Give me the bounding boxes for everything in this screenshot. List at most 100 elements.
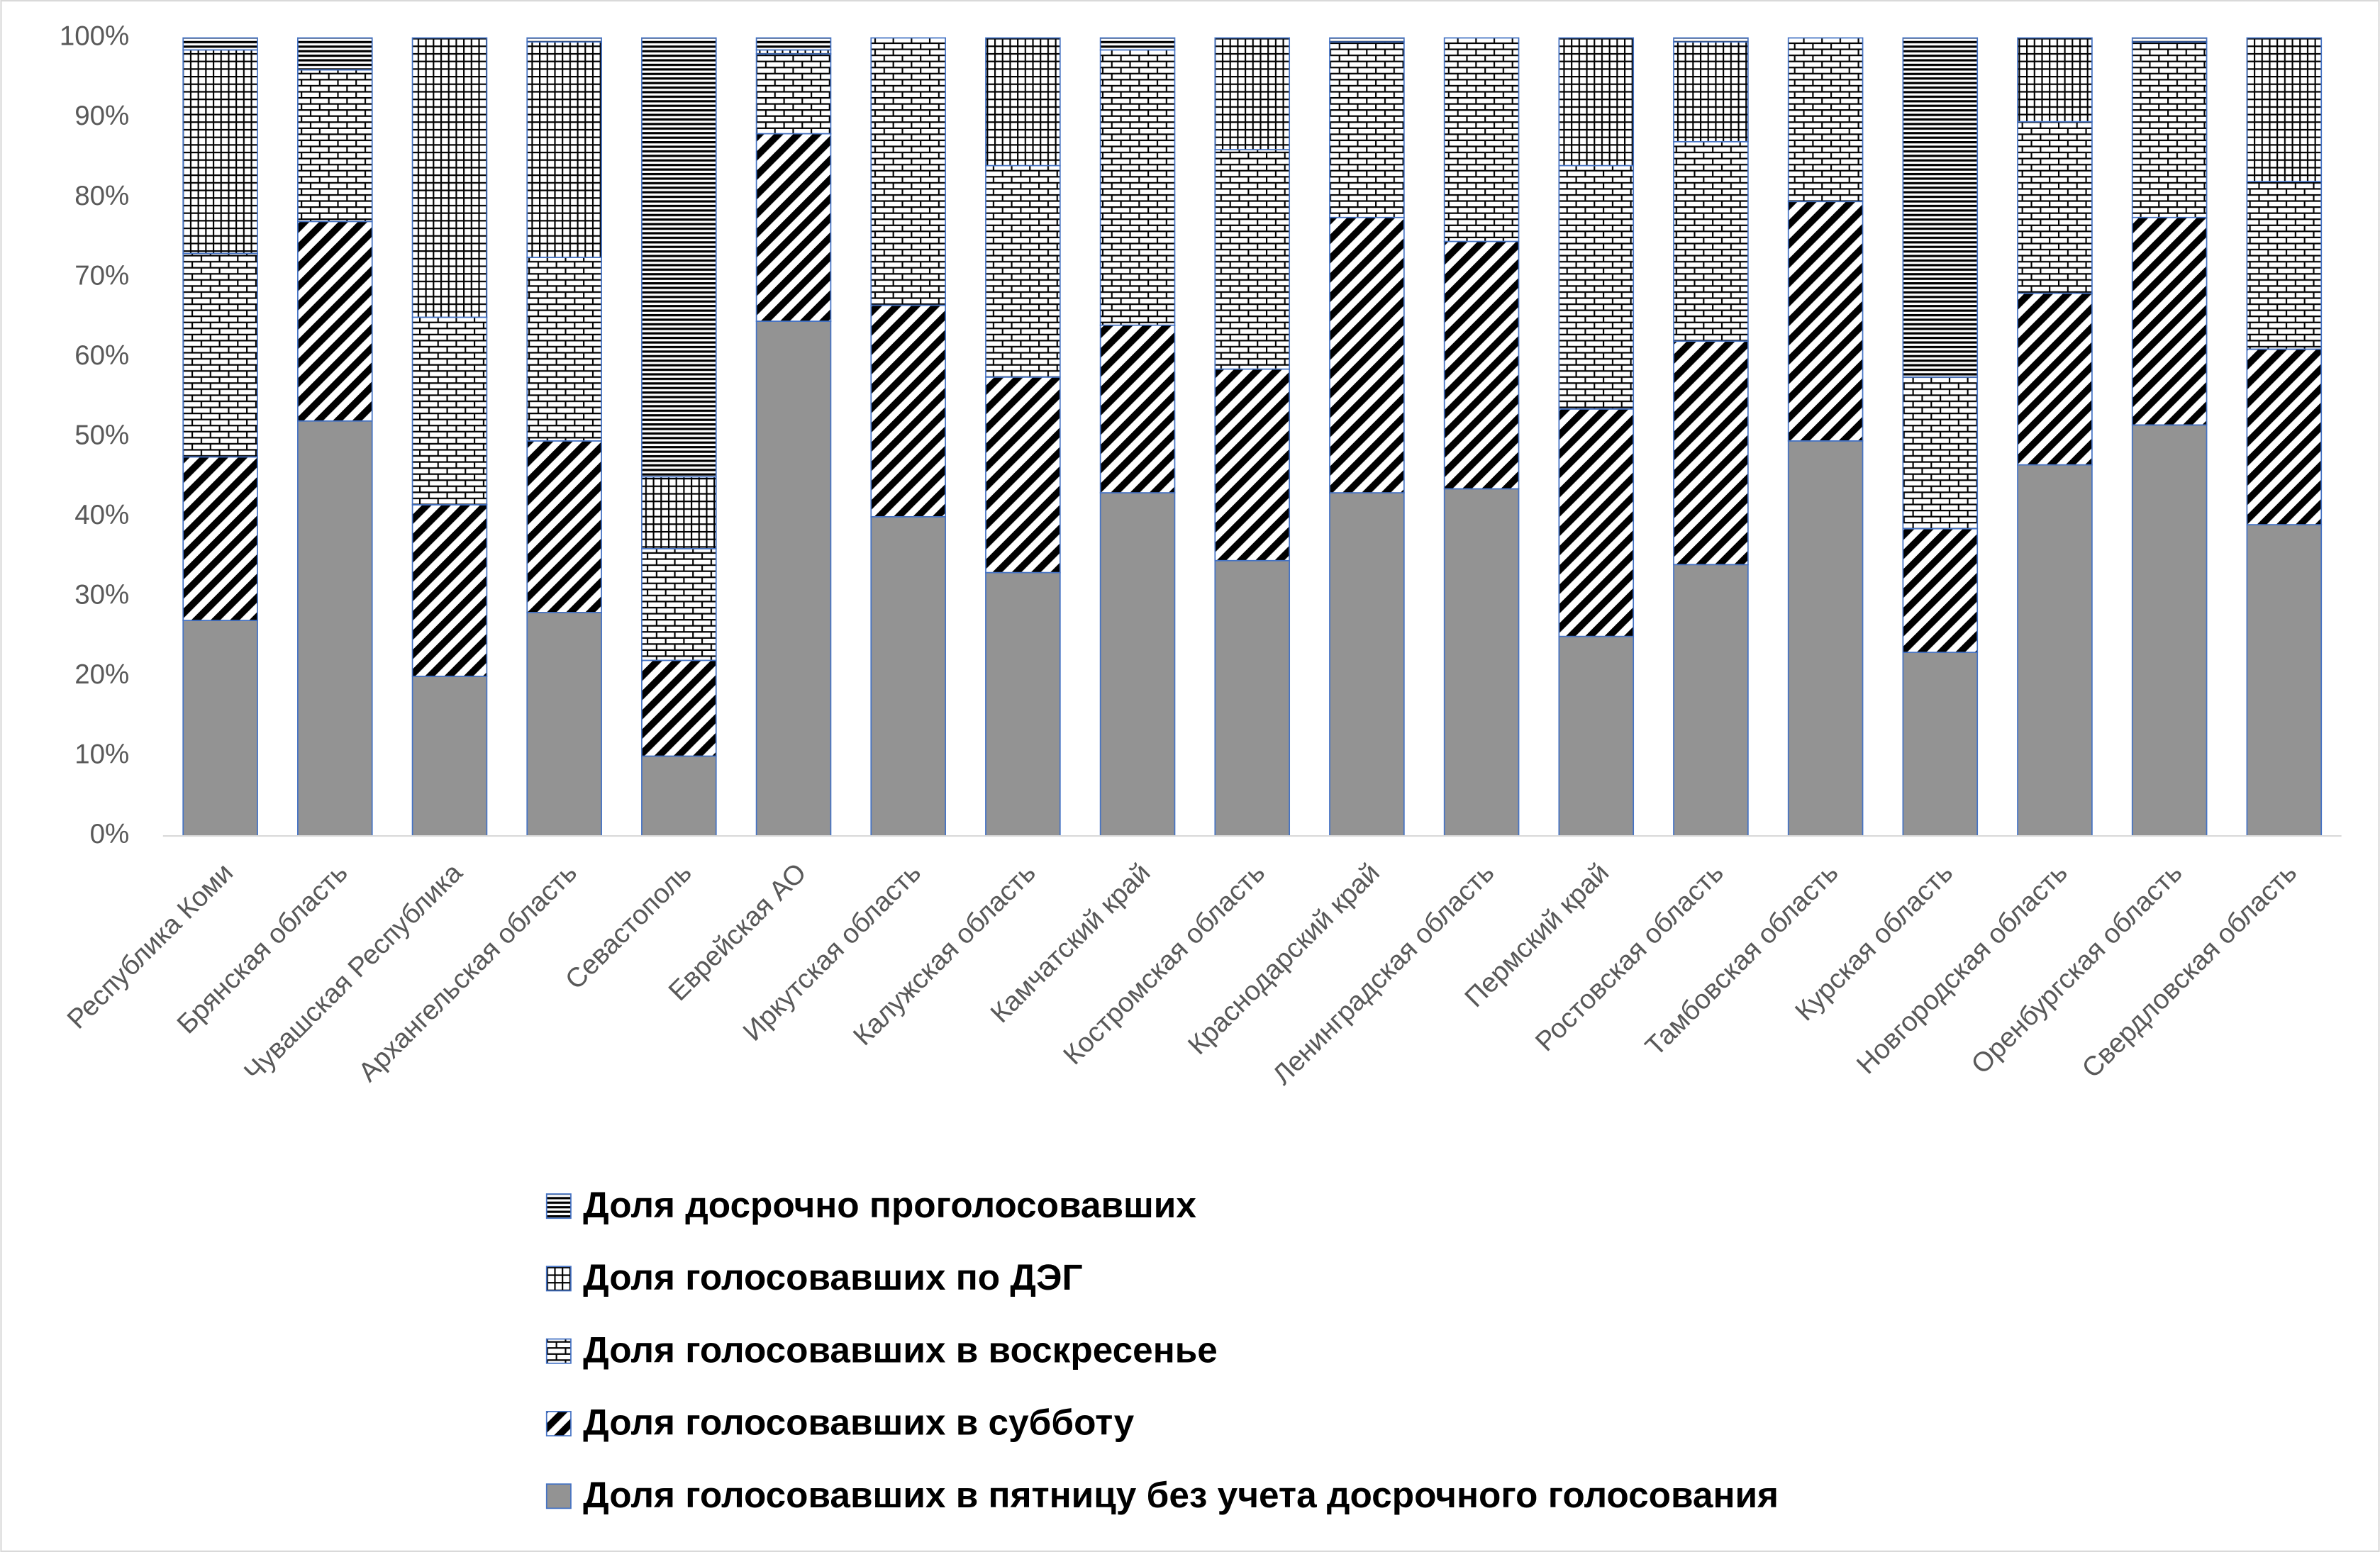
legend-swatch: [545, 1193, 572, 1219]
bar-segment: [2131, 216, 2208, 426]
y-tick-label: 60%: [74, 340, 129, 371]
y-tick-label: 70%: [74, 260, 129, 291]
bar-segment: [2017, 37, 2093, 123]
y-tick-label: 30%: [74, 580, 129, 610]
legend-swatch: [545, 1338, 572, 1364]
bar-segment: [526, 41, 602, 258]
bar-segment: [1443, 488, 1520, 837]
bar-segment: [1673, 41, 1749, 143]
y-tick-label: 20%: [74, 659, 129, 690]
bar-segment: [182, 456, 258, 621]
bar-segment: [641, 37, 717, 478]
y-tick-label: 10%: [74, 739, 129, 770]
bar-segment: [297, 69, 373, 223]
bar-segment: [1099, 49, 1176, 326]
bar-segment: [1558, 164, 1635, 410]
bar-segment: [1443, 37, 1520, 242]
y-tick-label: 50%: [74, 420, 129, 450]
bar-segment: [1099, 324, 1176, 493]
legend-label: Доля голосовавших в субботу: [583, 1402, 1135, 1443]
bar-segment: [526, 37, 602, 43]
bar-segment: [182, 620, 258, 837]
bar-segment: [641, 659, 717, 757]
legend-swatch: [545, 1411, 572, 1436]
bar-segment: [297, 220, 373, 422]
bar-segment: [1673, 37, 1749, 43]
y-tick-label: 90%: [74, 101, 129, 131]
bar-segment: [411, 37, 488, 318]
bar-segment: [1558, 635, 1635, 837]
bar-segment: [870, 515, 946, 837]
bar-segment: [1902, 652, 1979, 837]
bar-segment: [1902, 527, 1979, 654]
bar-segment: [1214, 37, 1291, 150]
bar-segment: [2131, 41, 2208, 218]
bar-segment: [411, 504, 488, 677]
bar-segment: [2246, 348, 2323, 525]
bar-segment: [1099, 492, 1176, 837]
bar-segment: [2131, 424, 2208, 837]
bar-segment: [1558, 408, 1635, 637]
bar-segment: [2246, 181, 2323, 350]
bar-segment: [526, 257, 602, 442]
bar-segment: [755, 320, 832, 837]
bar-segment: [2131, 37, 2208, 43]
bar-segment: [1099, 37, 1176, 51]
legend-label: Доля голосовавших в пятницу без учета до…: [583, 1475, 1779, 1515]
bar-segment: [755, 37, 832, 51]
bar-segment: [1673, 564, 1749, 837]
bar-segment: [297, 37, 373, 71]
bar-segment: [1673, 340, 1749, 566]
bar-segment: [1329, 216, 1405, 493]
bar-segment: [2017, 464, 2093, 837]
bar-segment: [641, 476, 717, 549]
y-tick-label: 80%: [74, 181, 129, 211]
bar-segment: [411, 676, 488, 837]
bar-segment: [985, 571, 1061, 837]
bar-segment: [2017, 292, 2093, 466]
bar-segment: [1329, 41, 1405, 218]
bar-segment: [755, 53, 832, 135]
bar-segment: [2246, 37, 2323, 182]
bar-segment: [526, 440, 602, 613]
legend-swatch: [545, 1483, 572, 1509]
bar-segment: [1214, 559, 1291, 837]
legend-swatch: [545, 1266, 572, 1292]
bar-segment: [870, 37, 946, 306]
bar-segment: [411, 316, 488, 506]
bar-segment: [1902, 37, 1979, 378]
bar-segment: [985, 164, 1061, 378]
bar-segment: [985, 376, 1061, 574]
bar-segment: [526, 612, 602, 837]
bar-segment: [1558, 37, 1635, 167]
bar-segment: [870, 304, 946, 518]
legend-label: Доля голосовавших в воскресенье: [583, 1329, 1218, 1370]
bar-segment: [1329, 492, 1405, 837]
bar-segment: [641, 755, 717, 837]
bar-segment: [182, 252, 258, 458]
bar-segment: [1787, 440, 1864, 837]
bar-segment: [755, 133, 832, 322]
y-tick-label: 40%: [74, 500, 129, 530]
bar-segment: [1673, 140, 1749, 342]
bar-segment: [182, 49, 258, 255]
bar-segment: [297, 420, 373, 837]
legend-label: Доля досрочно проголосовавших: [583, 1185, 1196, 1225]
y-tick-label: 100%: [60, 21, 129, 52]
bar-segment: [2017, 121, 2093, 294]
bar-segment: [985, 37, 1061, 167]
bar-segment: [1214, 368, 1291, 562]
bar-segment: [1787, 37, 1864, 203]
bar-segment: [1214, 149, 1291, 370]
bar-segment: [2246, 524, 2323, 837]
bar-segment: [1329, 37, 1405, 43]
bar-segment: [641, 547, 717, 661]
y-tick-label: 0%: [90, 819, 130, 849]
bar-segment: [182, 37, 258, 51]
bar-segment: [1443, 240, 1520, 490]
bar-segment: [1787, 201, 1864, 442]
legend-label: Доля голосовавших по ДЭГ: [583, 1257, 1082, 1297]
